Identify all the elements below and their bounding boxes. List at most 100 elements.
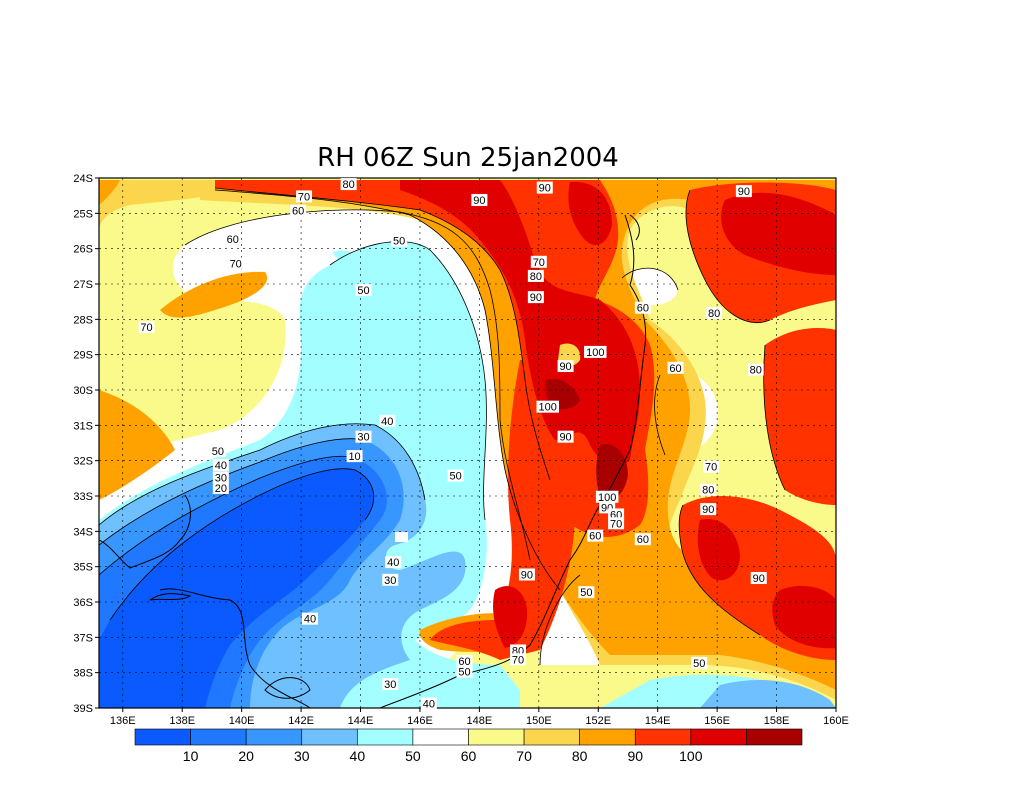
contour-label-bg xyxy=(595,490,619,503)
lat-tick-label: 33S xyxy=(73,491,93,503)
contour-label-bg xyxy=(735,185,752,198)
contour-label: 60 xyxy=(227,234,239,246)
contour-label: 50 xyxy=(357,285,369,297)
contour-label: 50 xyxy=(449,471,461,483)
contour-label: 90 xyxy=(473,195,485,207)
contour-label: 30 xyxy=(215,472,227,484)
contour-label-bg xyxy=(296,190,313,203)
latitude-axis: 24S 25S 26S 27S 28S 29S 30S 31S 32S 33S 34S 35S 36S 3… xyxy=(73,173,99,715)
contour-label: 90 xyxy=(521,570,533,582)
contour-label-bg xyxy=(667,361,684,374)
contour-label: 60 xyxy=(637,303,649,315)
contour-label: 30 xyxy=(384,679,396,691)
contour-label-bg xyxy=(382,678,399,691)
contour-label: 20 xyxy=(215,483,227,495)
contour-label: 100 xyxy=(586,347,604,359)
contour-label-bg xyxy=(447,469,464,482)
contour-label-bg xyxy=(536,181,553,194)
contour-label-bg xyxy=(703,460,720,473)
contour-label-bg xyxy=(301,612,318,625)
contour-label: 70 xyxy=(230,259,242,271)
contour-label: 60 xyxy=(292,206,304,218)
colorbar-bin xyxy=(468,728,525,746)
lon-tick-label: 146E xyxy=(407,715,433,727)
contour-label-bg xyxy=(212,471,229,484)
lat-tick-label: 37S xyxy=(73,632,93,644)
coastline-inland xyxy=(99,494,191,569)
contour-label-bg xyxy=(530,255,547,268)
lat-tick-label: 24S xyxy=(73,173,93,185)
lat-tick-label: 36S xyxy=(73,597,93,609)
contour-label: 50 xyxy=(458,667,470,679)
contour-label-bg xyxy=(379,414,396,427)
contour-label: 90 xyxy=(559,432,571,444)
colorbar-bin xyxy=(134,728,191,746)
rh-band-90-100 xyxy=(430,360,575,660)
contour-label-bg xyxy=(209,444,226,457)
contour-label: 90 xyxy=(559,361,571,373)
lon-tick-label: 138E xyxy=(169,715,195,727)
contour-label-bg xyxy=(700,503,717,516)
lon-tick-label: 144E xyxy=(348,715,374,727)
contour-label-bg xyxy=(747,363,764,376)
rh-band-100-plus xyxy=(697,519,740,581)
lon-tick-label: 156E xyxy=(704,715,730,727)
colorbar-label: 40 xyxy=(350,748,366,764)
rh-band-100-plus xyxy=(493,586,528,648)
contour-label-bg xyxy=(518,568,535,581)
gridlines xyxy=(99,178,836,708)
contour-label: 100 xyxy=(598,492,616,504)
contour-label: 50 xyxy=(393,236,405,248)
lat-tick-label: 25S xyxy=(73,208,93,220)
contour-label-bg xyxy=(382,573,399,586)
colorbar-bin xyxy=(746,728,803,746)
lat-tick-label: 39S xyxy=(73,703,93,715)
contour-label-bg xyxy=(212,458,229,471)
colorbar-bin xyxy=(357,728,414,746)
contour-label-bg xyxy=(527,269,544,282)
lat-tick-label: 29S xyxy=(73,350,93,362)
colorbar-label: 30 xyxy=(294,748,310,764)
colorbar-label: 80 xyxy=(572,748,588,764)
colorbar-bin xyxy=(579,728,636,746)
contour-label: 80 xyxy=(708,308,720,320)
colorbar-bin xyxy=(245,728,303,746)
contour-label-bg xyxy=(138,321,155,334)
contour-label: 60 xyxy=(458,656,470,668)
contour-label: 70 xyxy=(512,654,524,666)
coastline-island xyxy=(264,677,311,699)
contour-label: 90 xyxy=(539,183,551,195)
colorbar-label: 60 xyxy=(461,748,477,764)
colorbar-label: 50 xyxy=(405,748,421,764)
lat-tick-label: 27S xyxy=(73,279,93,291)
contour-label: 50 xyxy=(212,446,224,458)
contour-label: 50 xyxy=(693,658,705,670)
lon-tick-label: 140E xyxy=(229,715,255,727)
contour-label-bg xyxy=(700,483,717,496)
colorbar-label: 20 xyxy=(238,748,254,764)
contour-label: 40 xyxy=(387,557,399,569)
colorbar-label: 90 xyxy=(627,748,643,764)
contour-label-bg xyxy=(634,301,651,314)
contour-label-bg xyxy=(385,556,402,569)
colorbar-bin xyxy=(301,728,358,746)
coastline-gulf xyxy=(149,593,192,601)
contour-label-bg xyxy=(227,257,244,270)
lat-tick-label: 32S xyxy=(73,456,93,468)
contour-label-bg xyxy=(750,572,767,585)
colorbar-bin xyxy=(412,728,469,746)
map-title: RH 06Z Sun 25jan2004 xyxy=(317,143,619,173)
contour-label-bg xyxy=(510,653,527,666)
lon-tick-label: 150E xyxy=(526,715,552,727)
lat-tick-label: 38S xyxy=(73,668,93,680)
colorbar: 10 20 30 40 50 60 70 80 90 100 xyxy=(134,728,803,764)
rh-fill-field xyxy=(99,178,836,708)
contour-label-bg xyxy=(578,586,595,599)
contour-label-bg xyxy=(527,291,544,304)
plot-frame xyxy=(98,177,837,709)
lon-tick-label: 152E xyxy=(585,715,611,727)
lat-tick-label: 30S xyxy=(73,385,93,397)
colorbar-label: 70 xyxy=(516,748,532,764)
contour-label: 70 xyxy=(533,257,545,269)
